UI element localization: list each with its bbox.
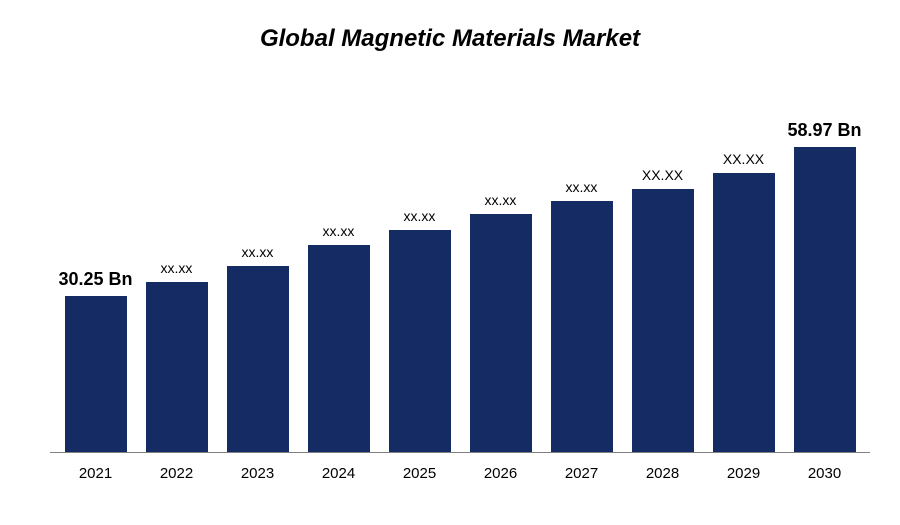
bar-wrapper: xx.xx [379, 230, 460, 452]
bar-value-label: XX.XX [642, 167, 683, 183]
bar-2029 [713, 173, 775, 452]
x-axis-label: 2028 [622, 465, 703, 482]
bar-wrapper: xx.xx [460, 214, 541, 452]
bar-2021 [65, 296, 127, 452]
bar-value-label: XX.XX [723, 151, 764, 167]
x-axis: 2021 2022 2023 2024 2025 2026 2027 2028 … [50, 453, 870, 482]
x-axis-label: 2025 [379, 465, 460, 482]
bar-2023 [227, 266, 289, 452]
bar-wrapper: xx.xx [217, 266, 298, 452]
bar-2026 [470, 214, 532, 452]
x-axis-label: 2021 [55, 465, 136, 482]
bar-value-label: xx.xx [161, 260, 193, 276]
x-axis-label: 2022 [136, 465, 217, 482]
x-axis-label: 2023 [217, 465, 298, 482]
bar-2028 [632, 189, 694, 453]
bar-value-label: 30.25 Bn [58, 269, 132, 290]
bar-2022 [146, 282, 208, 453]
chart-plot-area: 30.25 Bn xx.xx xx.xx xx.xx xx.xx xx.xx x… [50, 73, 870, 453]
x-axis-label: 2027 [541, 465, 622, 482]
x-axis-label: 2029 [703, 465, 784, 482]
bar-value-label: xx.xx [485, 192, 517, 208]
bar-value-label: xx.xx [323, 223, 355, 239]
bar-2030 [794, 147, 856, 452]
bar-value-label: xx.xx [242, 244, 274, 260]
x-axis-label: 2026 [460, 465, 541, 482]
bar-wrapper: XX.XX [622, 189, 703, 453]
bar-2024 [308, 245, 370, 452]
bar-value-label: xx.xx [566, 179, 598, 195]
bar-wrapper: 58.97 Bn [784, 147, 865, 452]
bar-value-label: 58.97 Bn [787, 120, 861, 141]
x-axis-label: 2030 [784, 465, 865, 482]
chart-title: Global Magnetic Materials Market [0, 0, 900, 73]
bar-wrapper: xx.xx [136, 282, 217, 453]
x-axis-label: 2024 [298, 465, 379, 482]
bar-2025 [389, 230, 451, 452]
bar-wrapper: XX.XX [703, 173, 784, 452]
bar-wrapper: xx.xx [298, 245, 379, 452]
bar-wrapper: 30.25 Bn [55, 296, 136, 452]
bar-2027 [551, 201, 613, 452]
bar-wrapper: xx.xx [541, 201, 622, 452]
bars-container: 30.25 Bn xx.xx xx.xx xx.xx xx.xx xx.xx x… [50, 73, 870, 452]
bar-value-label: xx.xx [404, 208, 436, 224]
